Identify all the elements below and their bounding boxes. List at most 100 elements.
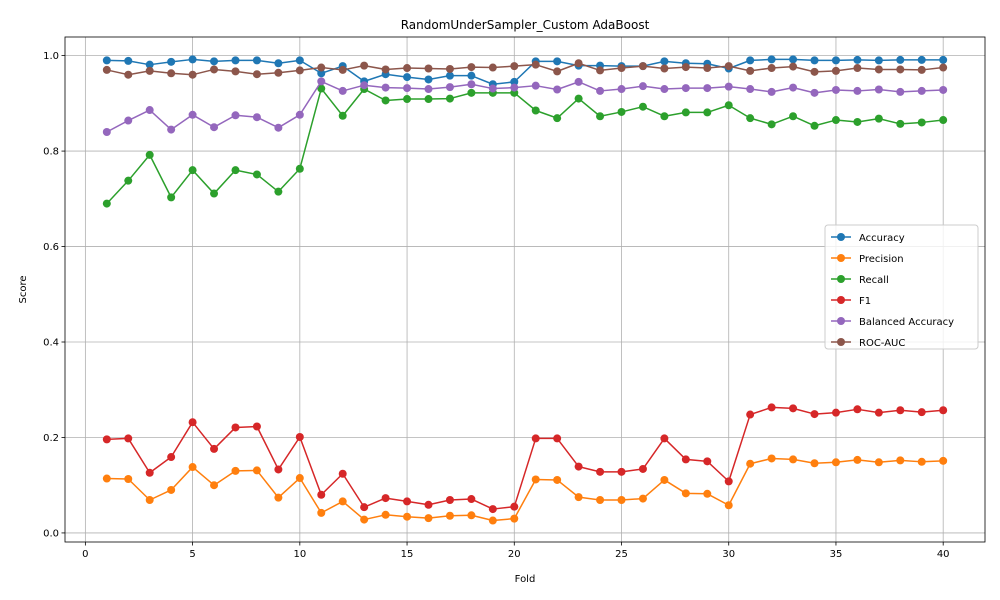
data-point-roc-auc [853, 64, 862, 73]
data-point-recall [596, 112, 605, 121]
data-point-accuracy [274, 59, 283, 68]
data-point-precision [746, 459, 755, 468]
data-point-precision [681, 489, 690, 498]
data-point-f1 [917, 408, 926, 417]
x-tick-label: 40 [937, 549, 950, 560]
data-point-recall [831, 116, 840, 125]
data-point-precision [124, 474, 133, 483]
data-point-balanced-accuracy [424, 85, 433, 94]
data-point-roc-auc [124, 70, 133, 79]
data-point-balanced-accuracy [553, 85, 562, 94]
data-point-balanced-accuracy [274, 123, 283, 132]
legend-entry-roc-auc: ROC-AUC [831, 338, 905, 349]
data-point-f1 [746, 410, 755, 419]
series-f1 [102, 403, 948, 514]
data-point-roc-auc [360, 61, 369, 70]
data-point-balanced-accuracy [102, 127, 111, 136]
data-point-precision [810, 459, 819, 468]
series-line-roc-auc [106, 62, 944, 76]
data-point-accuracy [896, 55, 905, 64]
data-point-f1 [939, 406, 948, 415]
data-point-balanced-accuracy [681, 84, 690, 93]
legend: Accuracy Precision Recall F1 Balanced Accura… [824, 224, 979, 350]
legend-label: Recall [859, 275, 889, 286]
data-point-f1 [510, 502, 519, 511]
data-point-precision [939, 456, 948, 465]
x-tick-label: 25 [615, 549, 628, 560]
data-point-f1 [853, 405, 862, 414]
data-point-precision [703, 489, 712, 498]
data-point-precision [617, 495, 626, 504]
data-point-f1 [574, 462, 583, 471]
data-point-accuracy [874, 56, 883, 65]
data-point-f1 [488, 505, 497, 514]
data-point-f1 [596, 467, 605, 476]
data-point-precision [445, 511, 454, 520]
data-point-roc-auc [210, 65, 219, 74]
x-tick-label: 5 [189, 549, 195, 560]
data-point-balanced-accuracy [617, 85, 626, 94]
legend-marker [837, 317, 845, 325]
data-point-precision [252, 466, 261, 475]
data-point-f1 [317, 490, 326, 499]
data-point-roc-auc [874, 65, 883, 74]
y-axis-label: Score [18, 275, 29, 303]
data-point-accuracy [917, 55, 926, 64]
data-point-f1 [767, 403, 776, 412]
data-point-f1 [874, 408, 883, 417]
data-point-roc-auc [681, 63, 690, 72]
data-point-accuracy [124, 56, 133, 65]
data-point-f1 [102, 435, 111, 444]
data-point-recall [874, 114, 883, 123]
ticks: 0 5 10 15 20 25 30 35 40 0.0 0.2 0.4 0.6 0.8 1.0 [43, 51, 949, 560]
data-point-balanced-accuracy [724, 82, 733, 91]
data-point-balanced-accuracy [917, 86, 926, 95]
data-point-f1 [810, 410, 819, 419]
data-point-precision [188, 463, 197, 472]
data-point-precision [488, 516, 497, 525]
data-point-roc-auc [445, 64, 454, 73]
data-point-precision [724, 501, 733, 510]
data-point-recall [467, 88, 476, 97]
data-point-balanced-accuracy [746, 85, 755, 94]
data-point-recall [853, 117, 862, 126]
data-point-roc-auc [553, 67, 562, 76]
data-point-accuracy [188, 55, 197, 64]
data-point-f1 [167, 453, 176, 462]
data-point-f1 [424, 500, 433, 509]
data-point-roc-auc [939, 63, 948, 72]
series-line-f1 [106, 406, 944, 510]
legend-label: ROC-AUC [859, 338, 905, 349]
data-point-f1 [145, 468, 154, 477]
data-point-accuracy [231, 56, 240, 65]
data-point-f1 [638, 464, 647, 473]
legend-marker [837, 338, 845, 346]
data-point-balanced-accuracy [295, 110, 304, 119]
data-point-f1 [531, 434, 540, 443]
data-point-roc-auc [488, 63, 497, 72]
data-point-roc-auc [102, 65, 111, 74]
data-point-accuracy [831, 56, 840, 65]
data-point-accuracy [660, 57, 669, 66]
data-point-recall [638, 102, 647, 111]
data-point-balanced-accuracy [853, 86, 862, 95]
data-point-recall [102, 199, 111, 208]
series-precision [102, 454, 948, 525]
data-point-precision [767, 454, 776, 463]
data-point-balanced-accuracy [317, 77, 326, 86]
data-point-balanced-accuracy [145, 106, 154, 115]
data-point-roc-auc [317, 63, 326, 72]
legend-label: Accuracy [859, 233, 905, 244]
data-point-accuracy [145, 60, 154, 69]
data-point-precision [317, 508, 326, 517]
data-point-recall [295, 164, 304, 173]
data-point-roc-auc [724, 62, 733, 71]
data-point-roc-auc [188, 70, 197, 79]
y-tick-label: 0.6 [43, 242, 59, 253]
x-tick-label: 30 [722, 549, 735, 560]
data-point-f1 [896, 406, 905, 415]
x-tick-label: 15 [401, 549, 414, 560]
series-line-precision [106, 457, 944, 522]
data-point-roc-auc [574, 59, 583, 68]
data-point-precision [274, 493, 283, 502]
